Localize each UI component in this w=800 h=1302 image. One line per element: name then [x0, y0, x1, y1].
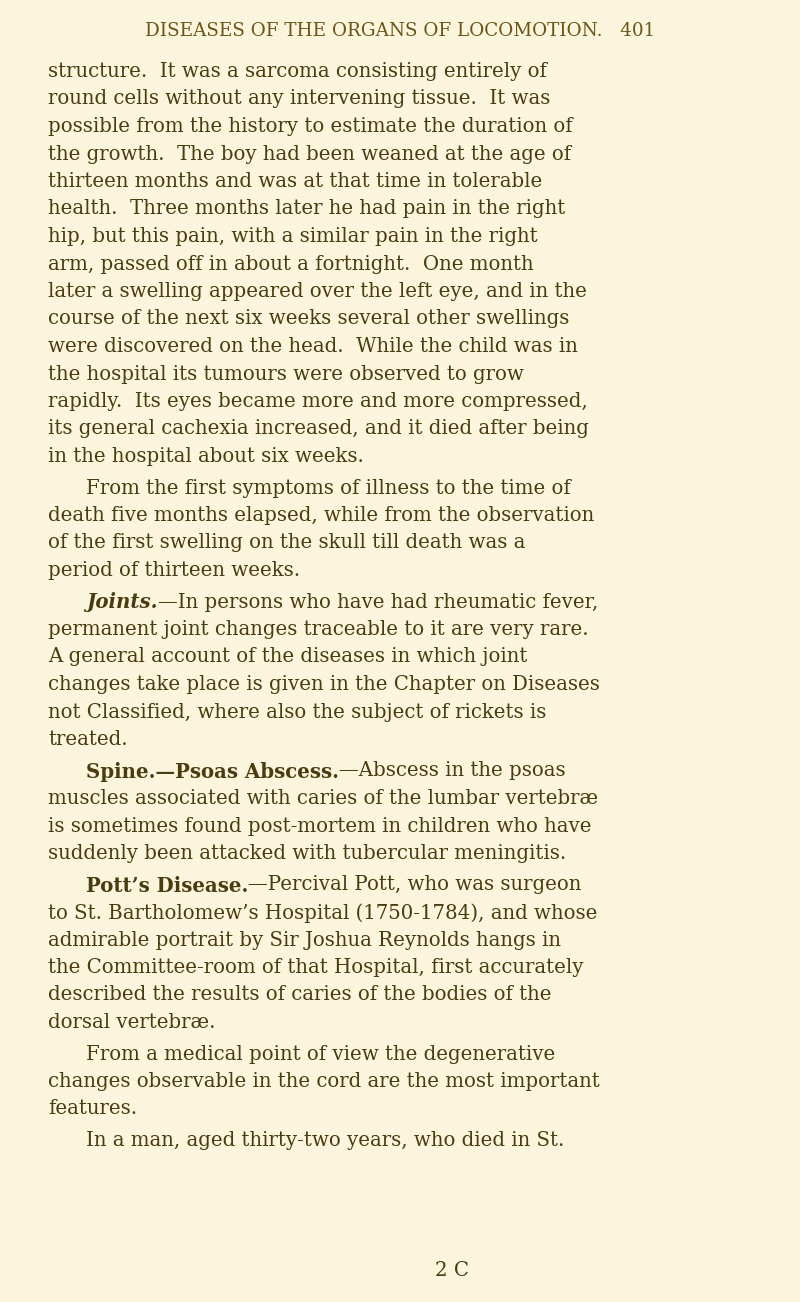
Text: not Classified, where also the subject of rickets is: not Classified, where also the subject o… — [48, 703, 546, 721]
Text: permanent joint changes traceable to it are very rare.: permanent joint changes traceable to it … — [48, 620, 589, 639]
Text: admirable portrait by Sir Joshua Reynolds hangs in: admirable portrait by Sir Joshua Reynold… — [48, 931, 561, 949]
Text: changes observable in the cord are the most important: changes observable in the cord are the m… — [48, 1072, 600, 1091]
Text: possible from the history to estimate the duration of: possible from the history to estimate th… — [48, 117, 573, 135]
Text: the hospital its tumours were observed to grow: the hospital its tumours were observed t… — [48, 365, 524, 384]
Text: 2 C: 2 C — [435, 1262, 469, 1280]
Text: —Abscess in the psoas: —Abscess in the psoas — [339, 762, 566, 780]
Text: arm, passed off in about a fortnight.  One month: arm, passed off in about a fortnight. On… — [48, 254, 534, 273]
Text: In a man, aged thirty-two years, who died in St.: In a man, aged thirty-two years, who die… — [86, 1131, 564, 1150]
Text: the Committee-room of that Hospital, first accurately: the Committee-room of that Hospital, fir… — [48, 958, 583, 976]
Text: Spine.—Psoas Abscess.: Spine.—Psoas Abscess. — [86, 762, 339, 781]
Text: its general cachexia increased, and it died after being: its general cachexia increased, and it d… — [48, 419, 589, 439]
Text: thirteen months and was at that time in tolerable: thirteen months and was at that time in … — [48, 172, 542, 191]
Text: From the first symptoms of illness to the time of: From the first symptoms of illness to th… — [86, 479, 570, 497]
Text: the growth.  The boy had been weaned at the age of: the growth. The boy had been weaned at t… — [48, 145, 571, 164]
Text: were discovered on the head.  While the child was in: were discovered on the head. While the c… — [48, 337, 578, 355]
Text: Joints.: Joints. — [86, 592, 158, 612]
Text: treated.: treated. — [48, 730, 128, 749]
Text: dorsal vertebræ.: dorsal vertebræ. — [48, 1013, 215, 1032]
Text: suddenly been attacked with tubercular meningitis.: suddenly been attacked with tubercular m… — [48, 844, 566, 863]
Text: death five months elapsed, while from the observation: death five months elapsed, while from th… — [48, 506, 594, 525]
Text: health.  Three months later he had pain in the right: health. Three months later he had pain i… — [48, 199, 566, 219]
Text: —In persons who have had rheumatic fever,: —In persons who have had rheumatic fever… — [158, 592, 598, 612]
Text: changes take place is given in the Chapter on Diseases: changes take place is given in the Chapt… — [48, 674, 600, 694]
Text: rapidly.  Its eyes became more and more compressed,: rapidly. Its eyes became more and more c… — [48, 392, 588, 411]
Text: later a swelling appeared over the left eye, and in the: later a swelling appeared over the left … — [48, 283, 587, 301]
Text: round cells without any intervening tissue.  It was: round cells without any intervening tiss… — [48, 90, 550, 108]
Text: hip, but this pain, with a similar pain in the right: hip, but this pain, with a similar pain … — [48, 227, 538, 246]
Text: DISEASES OF THE ORGANS OF LOCOMOTION.   401: DISEASES OF THE ORGANS OF LOCOMOTION. 40… — [145, 22, 655, 40]
Text: structure.  It was a sarcoma consisting entirely of: structure. It was a sarcoma consisting e… — [48, 62, 547, 81]
Text: muscles associated with caries of the lumbar vertebræ: muscles associated with caries of the lu… — [48, 789, 598, 809]
Text: features.: features. — [48, 1099, 137, 1118]
Text: A general account of the diseases in which joint: A general account of the diseases in whi… — [48, 647, 527, 667]
Text: —Percival Pott, who was surgeon: —Percival Pott, who was surgeon — [248, 875, 582, 894]
Text: to St. Bartholomew’s Hospital (1750-1784), and whose: to St. Bartholomew’s Hospital (1750-1784… — [48, 904, 598, 923]
Text: is sometimes found post-mortem in children who have: is sometimes found post-mortem in childr… — [48, 816, 591, 836]
Text: Pott’s Disease.: Pott’s Disease. — [86, 875, 248, 896]
Text: in the hospital about six weeks.: in the hospital about six weeks. — [48, 447, 364, 466]
Text: described the results of caries of the bodies of the: described the results of caries of the b… — [48, 986, 551, 1005]
Text: From a medical point of view the degenerative: From a medical point of view the degener… — [86, 1044, 555, 1064]
Text: period of thirteen weeks.: period of thirteen weeks. — [48, 561, 300, 579]
Text: of the first swelling on the skull till death was a: of the first swelling on the skull till … — [48, 534, 526, 552]
Text: course of the next six weeks several other swellings: course of the next six weeks several oth… — [48, 310, 570, 328]
